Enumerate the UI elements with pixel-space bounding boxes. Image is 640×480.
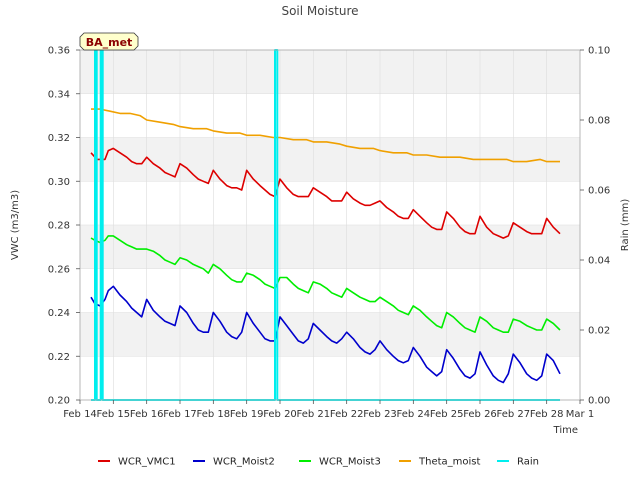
y-tick-label: 0.26: [48, 264, 70, 275]
y-tick-label: 0.24: [48, 308, 70, 319]
legend-label-rain: Rain: [517, 457, 539, 468]
y2-tick-label: 0.06: [588, 186, 610, 197]
y-tick-label: 0.34: [48, 89, 70, 100]
plot-band: [80, 50, 580, 94]
station-badge-box: [79, 32, 139, 51]
y2-tick-label: 0.04: [588, 256, 610, 267]
x-tick-label: Mar 1: [566, 409, 594, 420]
legend-label-wcr-moist3: WCR_Moist3: [319, 457, 381, 468]
x-tick-label: Feb 22: [330, 409, 364, 420]
legend-label-wcr-moist2: WCR_Moist2: [213, 457, 275, 468]
y-tick-label: 0.36: [48, 46, 70, 57]
chart-title: Soil Moisture: [281, 4, 358, 18]
y-tick-label: 0.22: [48, 352, 70, 363]
x-tick-label: Feb 16: [130, 409, 164, 420]
x-tick-label: Feb 26: [463, 409, 497, 420]
station-badge-label: BA_met: [86, 36, 133, 49]
x-tick-label: Feb 15: [97, 409, 131, 420]
y-axis-ticks: 0.20 0.22 0.24 0.26 0.28 0.30 0.32 0.34 0.36: [48, 46, 80, 407]
x-tick-label: Feb 18: [197, 409, 231, 420]
series-line-wcr-moist3: [90, 235, 561, 333]
legend-label-wcr-vmc1: WCR_VMC1: [118, 457, 176, 468]
y-tick-label: 0.32: [48, 133, 70, 144]
x-axis-ticks: Feb 14 Feb 15 Feb 16 Feb 17 Feb 18 Feb 19 Feb …: [63, 400, 594, 420]
legend: WCR_VMC1 WCR_Moist2 WCR_Moist3 Theta_moist R…: [98, 457, 539, 468]
x-tick-label: Feb 27: [497, 409, 531, 420]
y2-tick-label: 0.08: [588, 116, 610, 127]
plot-band: [80, 181, 580, 225]
y2-tick-label: 0.02: [588, 326, 610, 337]
y2-tick-label: 0.10: [588, 46, 610, 57]
y-tick-label: 0.20: [48, 396, 70, 407]
y2-tick-label: 0.00: [588, 396, 610, 407]
station-badge: BA_met: [79, 32, 139, 51]
series-line-wcr-moist2: [90, 285, 561, 384]
y-axis-title: VWC (m3/m3): [10, 190, 21, 260]
plot-band: [80, 93, 580, 138]
series-line-theta-moist: [91, 108, 560, 163]
plot-band: [80, 312, 580, 357]
x-tick-label: Feb 28: [530, 409, 564, 420]
x-tick-label: Feb 14: [63, 409, 97, 420]
series-line-wcr-vmc1: [90, 147, 561, 239]
x-axis-title: Time: [553, 425, 578, 436]
x-tick-label: Feb 20: [263, 409, 297, 420]
x-tick-label: Feb 19: [230, 409, 264, 420]
y-tick-label: 0.30: [48, 177, 70, 188]
y-tick-label: 0.28: [48, 221, 70, 232]
legend-label-theta-moist: Theta_moist: [418, 457, 480, 468]
x-tick-label: Feb 17: [163, 409, 197, 420]
x-tick-label: Feb 24: [397, 409, 431, 420]
plot-band: [80, 225, 580, 269]
x-tick-label: Feb 21: [297, 409, 331, 420]
y2-axis-ticks: 0.00 0.02 0.04 0.06 0.08 0.10: [580, 46, 610, 407]
x-tick-label: Feb 23: [363, 409, 397, 420]
y2-axis-title: Rain (mm): [620, 199, 631, 252]
x-tick-label: Feb 25: [430, 409, 464, 420]
